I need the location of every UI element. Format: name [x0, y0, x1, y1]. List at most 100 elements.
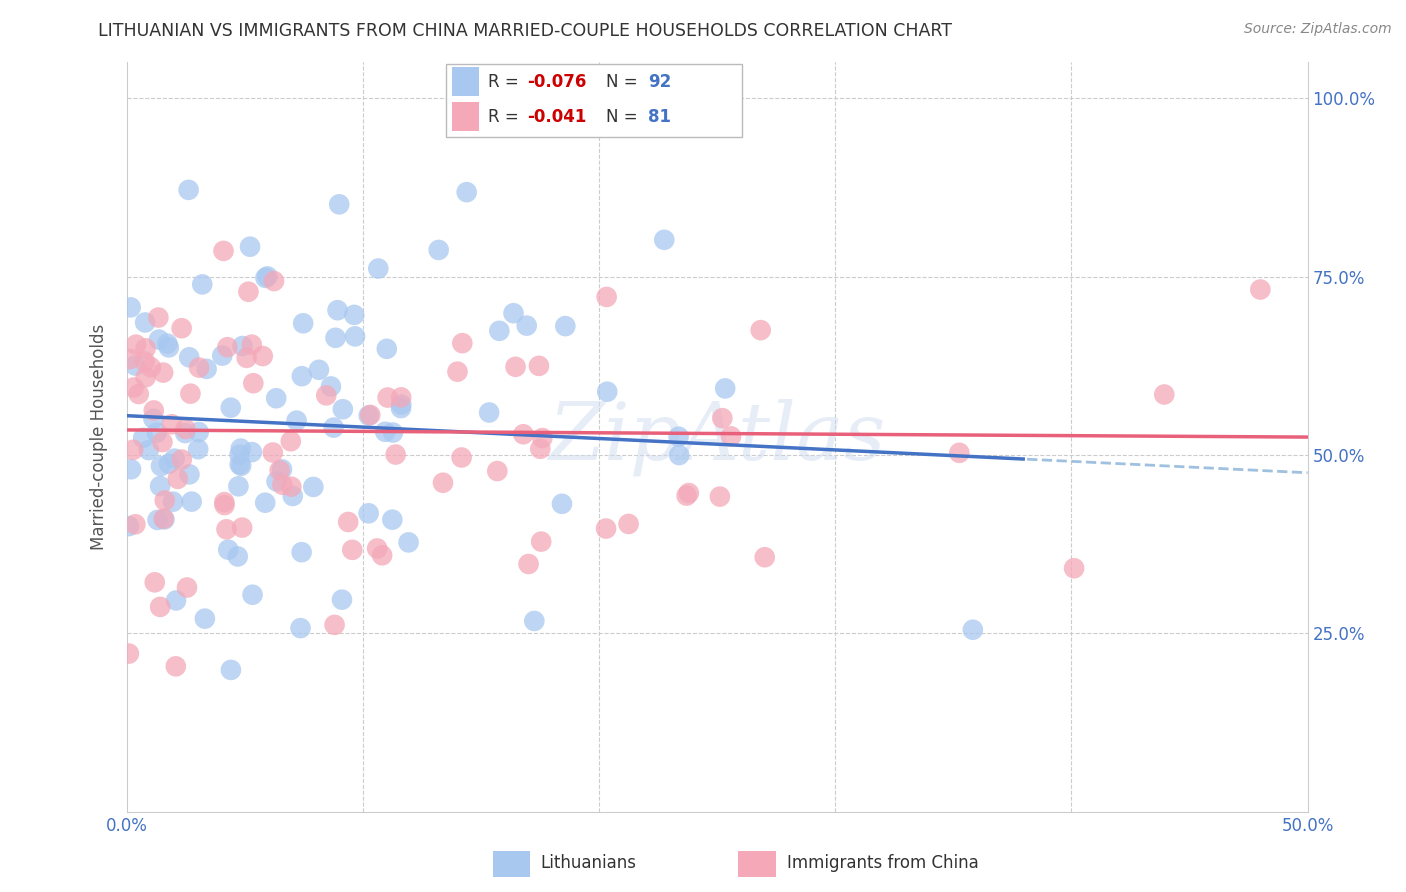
Point — [143, 575, 166, 590]
Bar — [492, 851, 530, 877]
Point — [451, 336, 474, 351]
Point — [271, 462, 294, 476]
Point — [749, 323, 772, 337]
Point — [242, 376, 264, 391]
Point — [152, 366, 174, 380]
Point — [124, 359, 146, 373]
Point — [166, 472, 188, 486]
Point — [118, 647, 141, 661]
Point — [344, 329, 367, 343]
Point — [432, 475, 454, 490]
Point — [678, 486, 700, 500]
Point — [554, 319, 576, 334]
Point — [242, 588, 264, 602]
Text: -0.076: -0.076 — [527, 73, 586, 91]
Point — [122, 380, 145, 394]
Point — [359, 408, 381, 422]
Point — [290, 621, 312, 635]
Point — [124, 517, 146, 532]
Point — [215, 522, 238, 536]
Point — [214, 495, 236, 509]
Point — [505, 359, 527, 374]
Point — [170, 452, 193, 467]
Point — [195, 362, 218, 376]
Point — [322, 420, 344, 434]
Point — [291, 369, 314, 384]
Point — [152, 511, 174, 525]
Point — [191, 277, 214, 292]
Point — [456, 185, 478, 199]
Point — [714, 381, 737, 395]
Point — [146, 425, 169, 440]
Point — [254, 496, 277, 510]
Point — [128, 387, 150, 401]
Point — [377, 391, 399, 405]
Text: N =: N = — [606, 108, 643, 126]
Point — [132, 431, 155, 445]
Bar — [451, 102, 479, 130]
Point — [720, 429, 742, 443]
Point — [212, 244, 235, 258]
Text: Source: ZipAtlas.com: Source: ZipAtlas.com — [1244, 22, 1392, 37]
Point — [217, 340, 239, 354]
Point — [165, 659, 187, 673]
Point — [235, 351, 257, 365]
FancyBboxPatch shape — [446, 64, 742, 136]
Point — [711, 411, 734, 425]
Text: ZipAtlas: ZipAtlas — [548, 399, 886, 475]
Point — [389, 401, 412, 416]
Point — [502, 306, 524, 320]
Point — [157, 340, 180, 354]
Point — [319, 379, 342, 393]
Text: R =: R = — [488, 108, 524, 126]
Bar — [451, 67, 479, 95]
Point — [530, 534, 553, 549]
Point — [266, 475, 288, 489]
Text: 81: 81 — [648, 108, 672, 126]
Point — [384, 448, 406, 462]
Point — [176, 581, 198, 595]
Point — [142, 403, 165, 417]
Point — [228, 448, 250, 462]
Point — [231, 458, 253, 473]
Point — [596, 384, 619, 399]
Point — [427, 243, 450, 257]
Point — [179, 386, 201, 401]
Point — [187, 442, 209, 457]
Point — [231, 520, 253, 534]
Point — [531, 431, 554, 445]
Point — [595, 290, 617, 304]
Point — [219, 663, 242, 677]
Point — [375, 342, 398, 356]
Text: Lithuanians: Lithuanians — [541, 854, 637, 872]
Point — [1063, 561, 1085, 575]
Point — [138, 443, 160, 458]
Point — [179, 467, 201, 482]
Point — [214, 498, 236, 512]
Point — [1249, 283, 1271, 297]
Point — [180, 494, 202, 508]
Point — [381, 425, 404, 440]
Point — [240, 445, 263, 459]
Point — [174, 422, 197, 436]
Point — [228, 458, 250, 472]
Point — [120, 462, 142, 476]
Point — [149, 458, 172, 473]
Point — [122, 442, 145, 457]
Point — [139, 360, 162, 375]
Point — [240, 337, 263, 351]
Point — [595, 522, 617, 536]
Point — [517, 557, 540, 571]
Point — [194, 612, 217, 626]
Point — [617, 516, 640, 531]
Point — [291, 545, 314, 559]
Point — [217, 542, 239, 557]
Point — [357, 409, 380, 423]
Point — [280, 434, 302, 449]
Point — [488, 324, 510, 338]
Point — [148, 310, 170, 325]
Point — [450, 450, 472, 465]
Point — [371, 549, 394, 563]
Point — [285, 414, 308, 428]
Point — [948, 446, 970, 460]
